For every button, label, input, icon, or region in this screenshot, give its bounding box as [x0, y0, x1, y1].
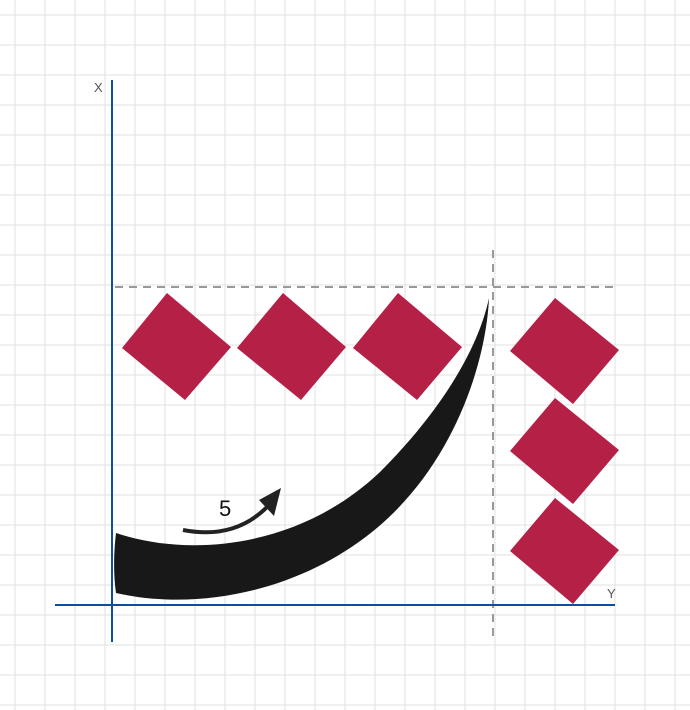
diamond-group: [122, 293, 619, 604]
diamond-shape: [510, 398, 619, 504]
axis-label-y: Y: [607, 586, 616, 601]
arrow-head-icon: [259, 488, 281, 516]
diamond-shape: [237, 293, 346, 400]
diamond-shape: [510, 298, 619, 404]
diamond-shape: [122, 293, 231, 400]
axis-label-x: X: [94, 80, 103, 95]
curved-arrow: [182, 504, 270, 535]
diamond-shape: [353, 293, 462, 400]
curved-horn-shape: [114, 298, 490, 600]
annotation-label: 5: [219, 496, 231, 521]
diamond-shape: [510, 498, 619, 604]
